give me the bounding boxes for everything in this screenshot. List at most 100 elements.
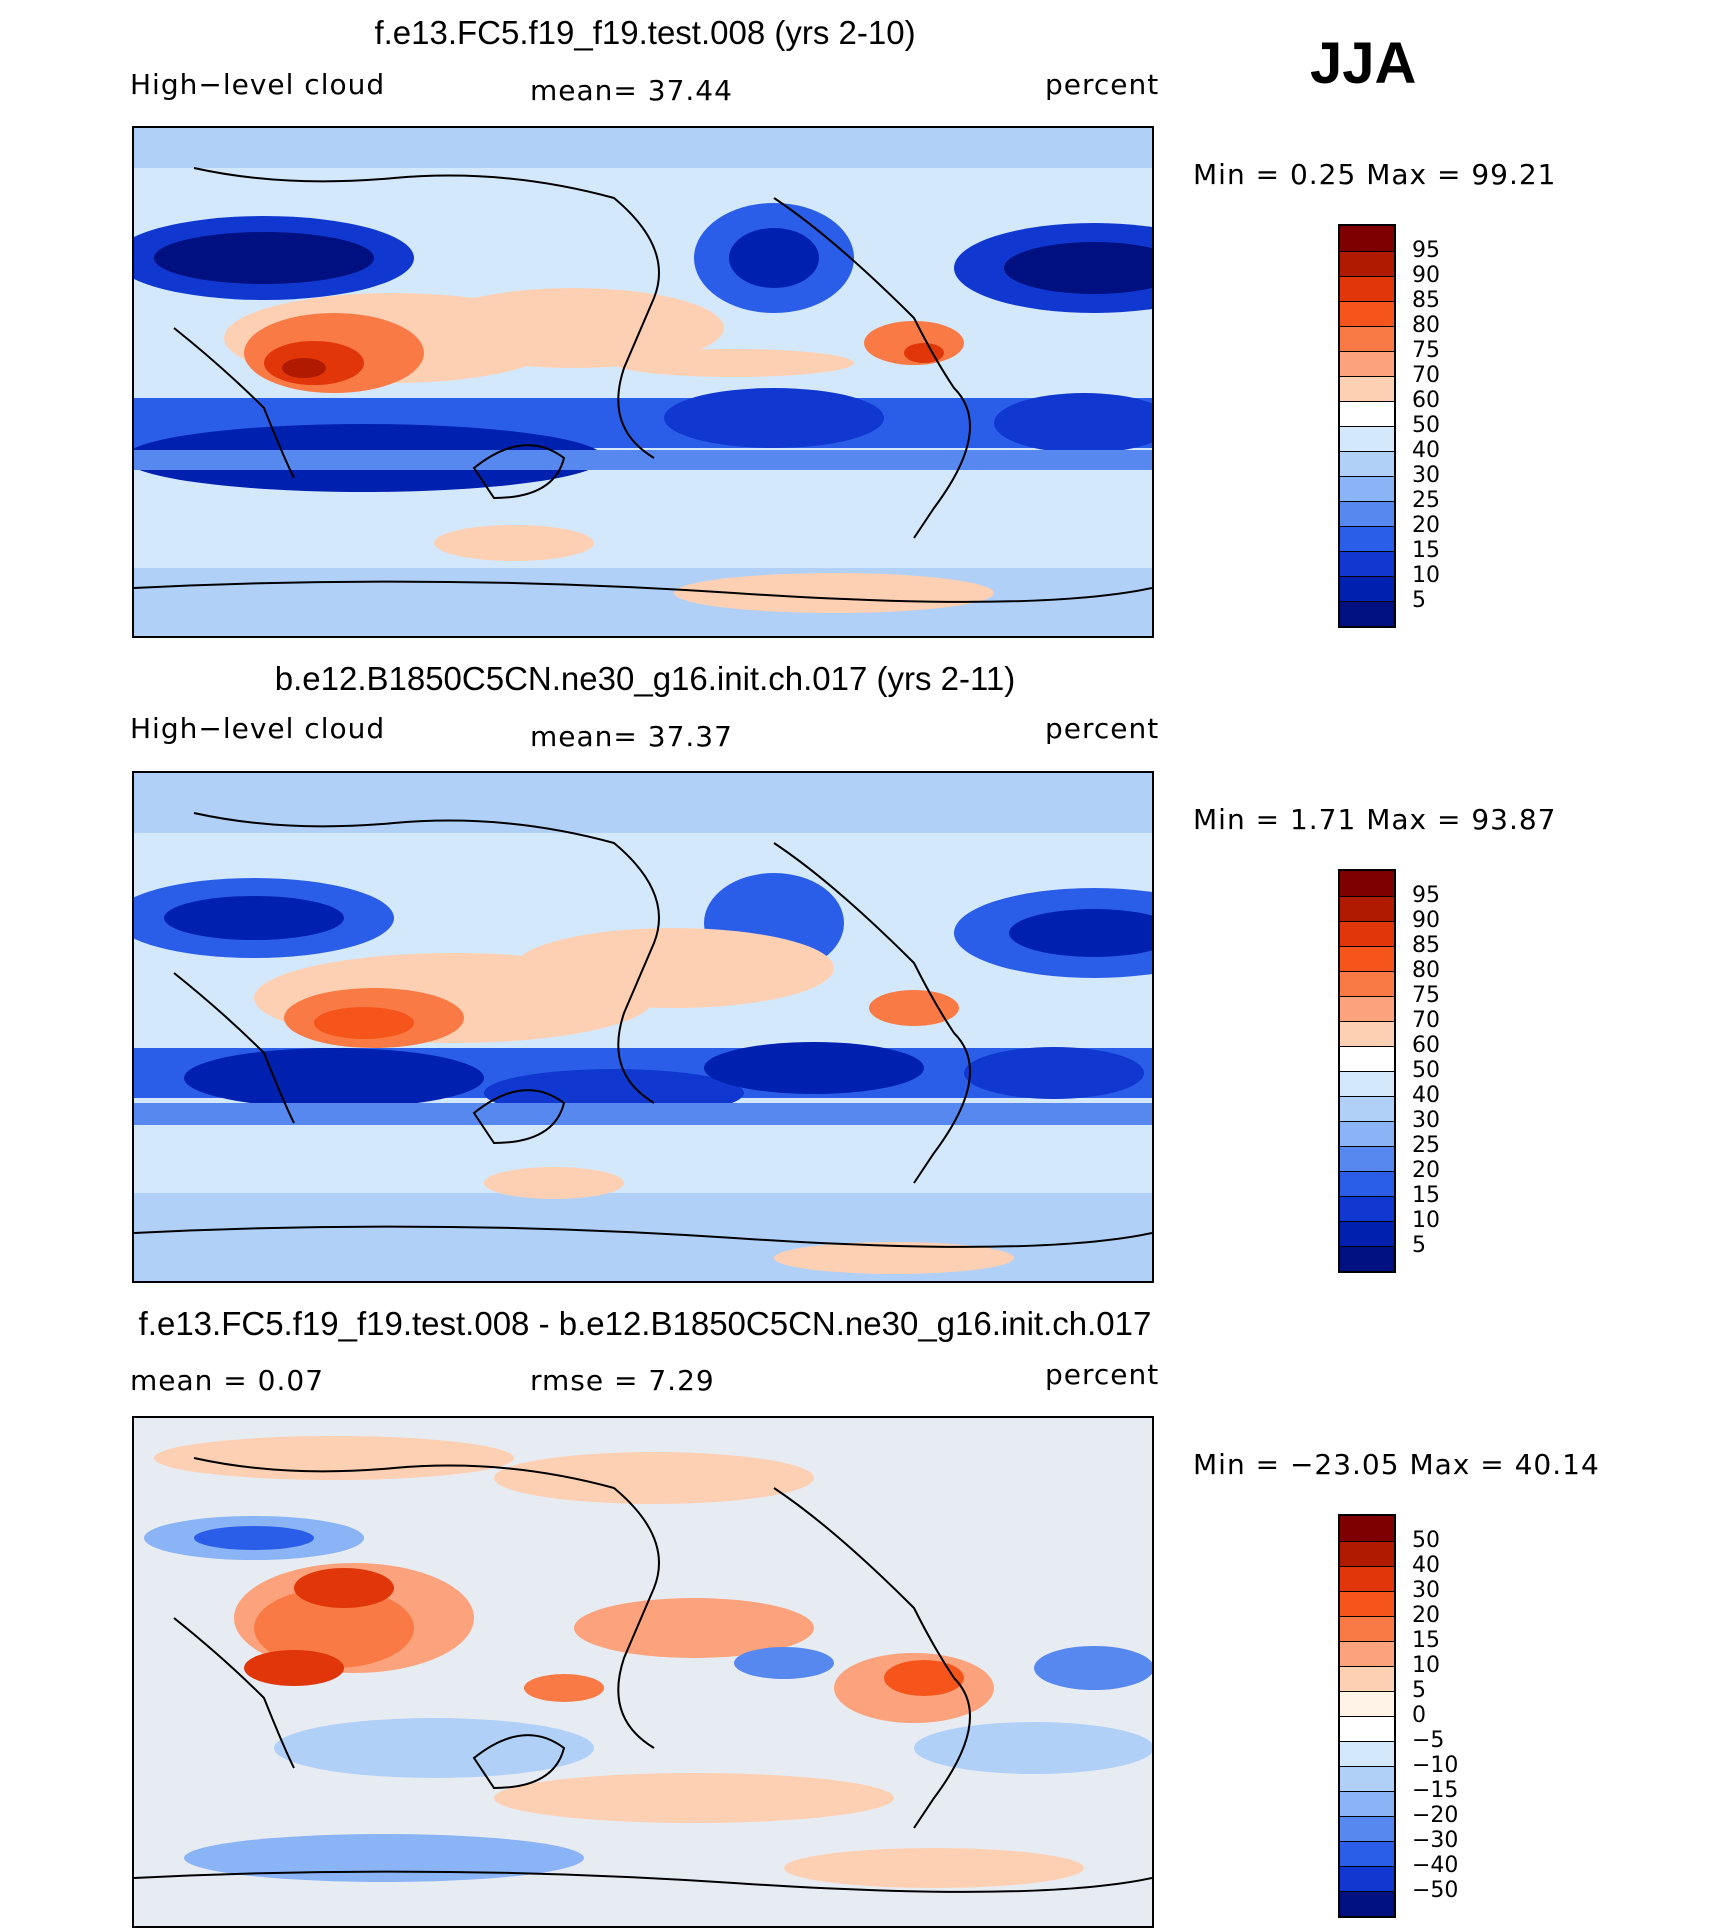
panel2-colorbar-label: 30 — [1412, 1108, 1440, 1133]
panel1-colorbar-label: 80 — [1412, 313, 1440, 338]
panel2-colorbar — [1338, 869, 1396, 1273]
panel1-colorbar-label: 85 — [1412, 288, 1440, 313]
panel3-rmse-label: rmse = 7.29 — [530, 1364, 715, 1397]
panel3-colorbar-label: 15 — [1412, 1628, 1440, 1653]
panel1-variable-label: High−level cloud — [130, 68, 386, 101]
panel2-mean-label: mean= 37.37 — [530, 720, 733, 753]
panel2-colorbar-label: 10 — [1412, 1208, 1440, 1233]
panel1-colorbar-label: 70 — [1412, 363, 1440, 388]
panel1-colorbar-label: 5 — [1412, 588, 1426, 613]
panel1-colorbar-swatch — [1340, 501, 1394, 526]
panel3-colorbar-swatch — [1340, 1766, 1394, 1791]
panel3-colorbar-swatch — [1340, 1841, 1394, 1866]
panel2-colorbar-label: 50 — [1412, 1058, 1440, 1083]
panel1-title: f.e13.FC5.f19_f19.test.008 (yrs 2-10) — [374, 14, 916, 51]
panel3-colorbar-label: −10 — [1412, 1753, 1459, 1778]
panel3-colorbar-swatch — [1340, 1641, 1394, 1666]
panel3-map — [132, 1416, 1154, 1928]
panel2-colorbar-swatch — [1340, 896, 1394, 921]
panel3-colorbar-label: 20 — [1412, 1603, 1440, 1628]
panel2-colorbar-label: 90 — [1412, 908, 1440, 933]
panel1-colorbar-swatch — [1340, 251, 1394, 276]
panel3-colorbar-label: 30 — [1412, 1578, 1440, 1603]
panel3-colorbar-swatch — [1340, 1741, 1394, 1766]
panel3-colorbar-label: 0 — [1412, 1703, 1426, 1728]
panel1-colorbar-label: 50 — [1412, 413, 1440, 438]
panel1-colorbar-swatch — [1340, 301, 1394, 326]
panel3-colorbar-swatch — [1340, 1891, 1394, 1916]
panel3-colorbar-swatch — [1340, 1791, 1394, 1816]
panel1-colorbar-swatch — [1340, 476, 1394, 501]
panel2-colorbar-swatch — [1340, 1121, 1394, 1146]
panel3-colorbar-label: −30 — [1412, 1828, 1459, 1853]
panel3-colorbar-swatch — [1340, 1691, 1394, 1716]
panel2-colorbar-label: 40 — [1412, 1083, 1440, 1108]
panel2-minmax: Min = 1.71 Max = 93.87 — [1193, 803, 1557, 836]
season-label: JJA — [1310, 31, 1417, 96]
panel3-colorbar-swatch — [1340, 1541, 1394, 1566]
panel1-colorbar-swatch — [1340, 576, 1394, 601]
panel3-colorbar-label: −40 — [1412, 1853, 1459, 1878]
panel1-colorbar-label: 30 — [1412, 463, 1440, 488]
panel2-map — [132, 771, 1154, 1283]
panel2-colorbar-label: 25 — [1412, 1133, 1440, 1158]
panel2-colorbar-swatch — [1340, 1221, 1394, 1246]
panel1-colorbar — [1338, 224, 1396, 628]
panel1-colorbar-swatch — [1340, 376, 1394, 401]
panel1-colorbar-swatch — [1340, 226, 1394, 251]
panel3-colorbar-swatch — [1340, 1591, 1394, 1616]
panel1-colorbar-label: 60 — [1412, 388, 1440, 413]
panel3-colorbar — [1338, 1514, 1396, 1918]
panel2-title: b.e12.B1850C5CN.ne30_g16.init.ch.017 (yr… — [274, 660, 1016, 697]
panel3-colorbar-swatch — [1340, 1566, 1394, 1591]
panel1-colorbar-label: 10 — [1412, 563, 1440, 588]
panel1-colorbar-label: 20 — [1412, 513, 1440, 538]
panel1-colorbar-label: 15 — [1412, 538, 1440, 563]
panel3-colorbar-label: −5 — [1412, 1728, 1445, 1753]
panel2-colorbar-label: 80 — [1412, 958, 1440, 983]
panel2-colorbar-swatch — [1340, 871, 1394, 896]
panel1-colorbar-label: 25 — [1412, 488, 1440, 513]
panel3-colorbar-label: −20 — [1412, 1803, 1459, 1828]
panel2-colorbar-swatch — [1340, 971, 1394, 996]
panel1-colorbar-swatch — [1340, 326, 1394, 351]
panel1-colorbar-label: 75 — [1412, 338, 1440, 363]
panel1-colorbar-label: 90 — [1412, 263, 1440, 288]
panel2-colorbar-swatch — [1340, 1046, 1394, 1071]
panel2-colorbar-label: 20 — [1412, 1158, 1440, 1183]
panel2-units-label: percent — [1045, 712, 1160, 745]
panel2-colorbar-label: 70 — [1412, 1008, 1440, 1033]
panel1-minmax: Min = 0.25 Max = 99.21 — [1193, 158, 1557, 191]
panel1-colorbar-swatch — [1340, 426, 1394, 451]
panel2-colorbar-label: 5 — [1412, 1233, 1426, 1258]
panel2-colorbar-label: 60 — [1412, 1033, 1440, 1058]
panel2-colorbar-swatch — [1340, 1146, 1394, 1171]
panel2-colorbar-swatch — [1340, 1071, 1394, 1096]
panel2-variable-label: High−level cloud — [130, 712, 386, 745]
panel1-colorbar-swatch — [1340, 551, 1394, 576]
panel2-colorbar-swatch — [1340, 921, 1394, 946]
panel1-colorbar-swatch — [1340, 276, 1394, 301]
panel2-colorbar-label: 15 — [1412, 1183, 1440, 1208]
panel2-colorbar-swatch — [1340, 1096, 1394, 1121]
panel3-colorbar-label: 50 — [1412, 1528, 1440, 1553]
panel1-map — [132, 126, 1154, 638]
panel3-colorbar-label: −15 — [1412, 1778, 1459, 1803]
panel2-colorbar-swatch — [1340, 1171, 1394, 1196]
panel3-minmax: Min = −23.05 Max = 40.14 — [1193, 1448, 1600, 1481]
panel3-colorbar-label: 40 — [1412, 1553, 1440, 1578]
panel2-colorbar-swatch — [1340, 1246, 1394, 1271]
panel3-colorbar-swatch — [1340, 1866, 1394, 1891]
panel1-colorbar-swatch — [1340, 526, 1394, 551]
panel1-mean-label: mean= 37.44 — [530, 74, 733, 107]
panel1-colorbar-swatch — [1340, 451, 1394, 476]
panel3-colorbar-label: 10 — [1412, 1653, 1440, 1678]
panel2-colorbar-swatch — [1340, 946, 1394, 971]
panel1-colorbar-swatch — [1340, 351, 1394, 376]
panel1-colorbar-label: 95 — [1412, 238, 1440, 263]
panel2-colorbar-swatch — [1340, 996, 1394, 1021]
panel2-colorbar-swatch — [1340, 1021, 1394, 1046]
panel2-colorbar-label: 85 — [1412, 933, 1440, 958]
panel1-colorbar-label: 40 — [1412, 438, 1440, 463]
panel3-colorbar-swatch — [1340, 1816, 1394, 1841]
